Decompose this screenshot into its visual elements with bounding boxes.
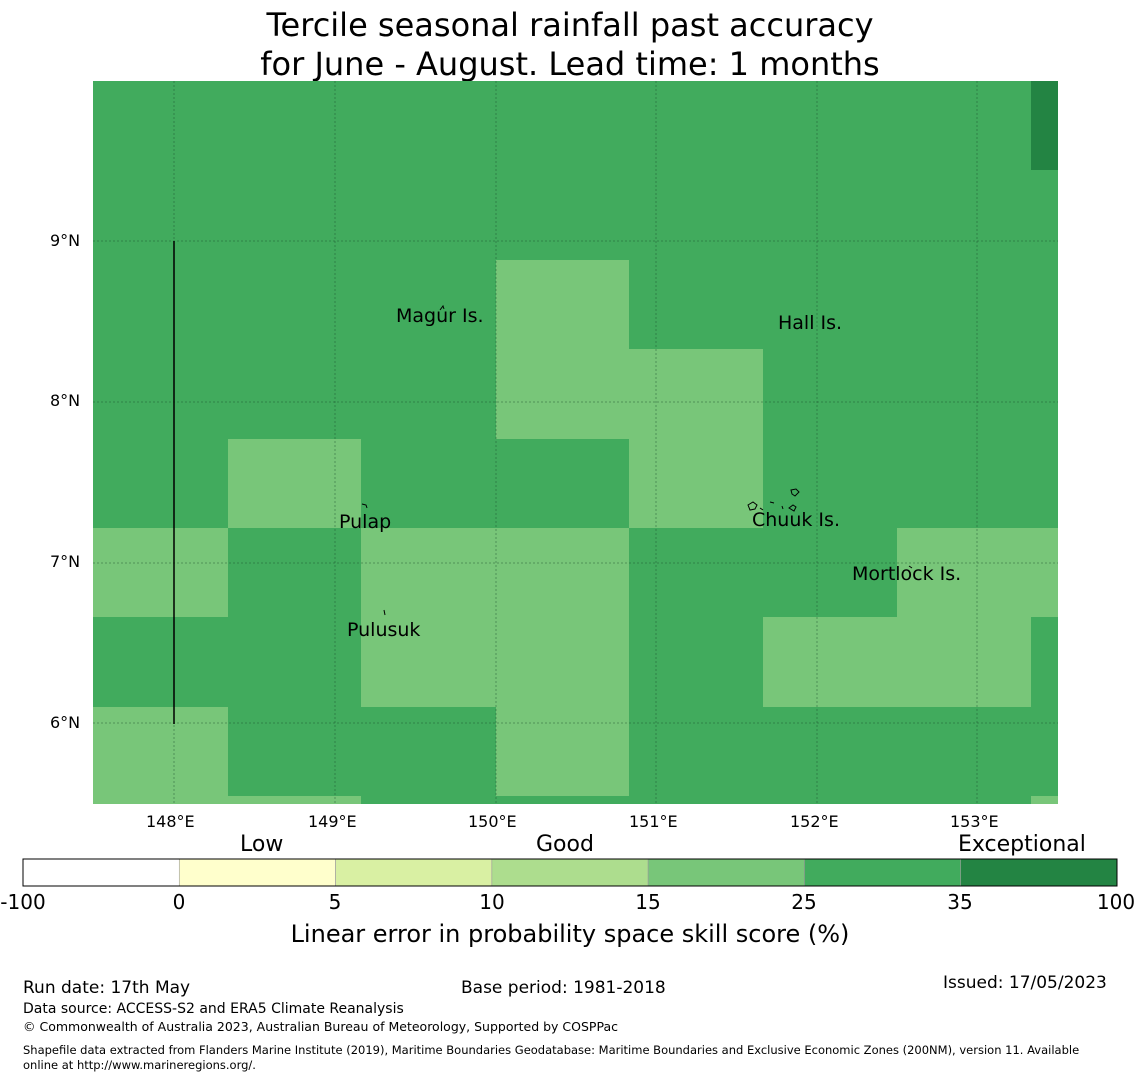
lat-tick: 9°N xyxy=(50,231,81,250)
cell-good xyxy=(897,528,1058,617)
place-label: Mortlock Is. xyxy=(852,563,962,585)
place-label: Hall Is. xyxy=(778,312,843,334)
cell-exceptional xyxy=(1031,81,1058,170)
chart-title-line2: for June - August. Lead time: 1 months xyxy=(260,45,880,83)
colorbar-segment xyxy=(960,858,1118,887)
lat-tick: 6°N xyxy=(50,713,81,732)
colorbar-tick: 35 xyxy=(947,890,973,914)
island-pulusuk xyxy=(383,609,386,616)
colorbar-tick: 100 xyxy=(1096,890,1136,914)
colorbar-segment xyxy=(647,858,805,887)
colorbar-category-exceptional: Exceptional xyxy=(958,832,1086,857)
lat-tick: 8°N xyxy=(50,391,81,410)
place-label: Pulap xyxy=(339,511,392,533)
colorbar-segment xyxy=(22,858,180,887)
cell-good xyxy=(496,707,629,796)
run-date: Run date: 17th May xyxy=(23,978,191,998)
colorbar-label: Linear error in probability space skill … xyxy=(290,920,850,948)
colorbar-segment xyxy=(491,858,649,887)
colorbar-category-good: Good xyxy=(536,832,594,857)
island-pulap xyxy=(361,503,368,509)
colorbar-segment xyxy=(178,858,336,887)
cell-good xyxy=(629,349,763,528)
lon-tick: 148°E xyxy=(146,812,195,831)
cell-good xyxy=(1031,796,1058,804)
colorbar-tick: 15 xyxy=(635,890,661,914)
lat-tick: 7°N xyxy=(50,552,81,571)
colorbar-tick: 25 xyxy=(791,890,817,914)
colorbar-outline xyxy=(22,858,1118,887)
chart-title-line1: Tercile seasonal rainfall past accuracy xyxy=(266,6,874,44)
cell-good xyxy=(496,260,629,439)
issued-date: Issued: 17/05/2023 xyxy=(943,973,1107,993)
lon-tick: 152°E xyxy=(790,812,839,831)
lon-tick: 149°E xyxy=(308,812,357,831)
lon-tick: 153°E xyxy=(950,812,999,831)
colorbar-category-low: Low xyxy=(240,832,284,857)
copyright: © Commonwealth of Australia 2023, Austra… xyxy=(23,1019,618,1034)
cell-good xyxy=(228,796,361,804)
place-label: Chuuk Is. xyxy=(752,509,840,531)
cell-good xyxy=(763,617,1031,707)
shapefile-credit-line2: online at http://www.marineregions.org/. xyxy=(23,1058,256,1072)
place-label: Pulusuk xyxy=(347,619,421,641)
island-mortlock xyxy=(908,565,913,569)
island-chuuk xyxy=(747,488,800,512)
colorbar-tick: 10 xyxy=(479,890,505,914)
lon-tick: 150°E xyxy=(468,812,517,831)
colorbar-segment xyxy=(804,858,962,887)
data-source: Data source: ACCESS-S2 and ERA5 Climate … xyxy=(23,1001,404,1017)
shapefile-credit-line1: Shapefile data extracted from Flanders M… xyxy=(23,1043,1080,1057)
cell-good xyxy=(361,528,629,707)
colorbar-tick: 0 xyxy=(172,890,186,914)
colorbar-segment xyxy=(335,858,493,887)
island-magur xyxy=(439,304,445,311)
colorbar-tick: -100 xyxy=(0,890,46,914)
colorbar-tick: 5 xyxy=(328,890,342,914)
base-period: Base period: 1981-2018 xyxy=(461,978,666,998)
place-label: Magur Is. xyxy=(396,305,484,327)
cell-good xyxy=(228,439,361,528)
lon-tick: 151°E xyxy=(629,812,678,831)
cell-good xyxy=(93,528,228,617)
